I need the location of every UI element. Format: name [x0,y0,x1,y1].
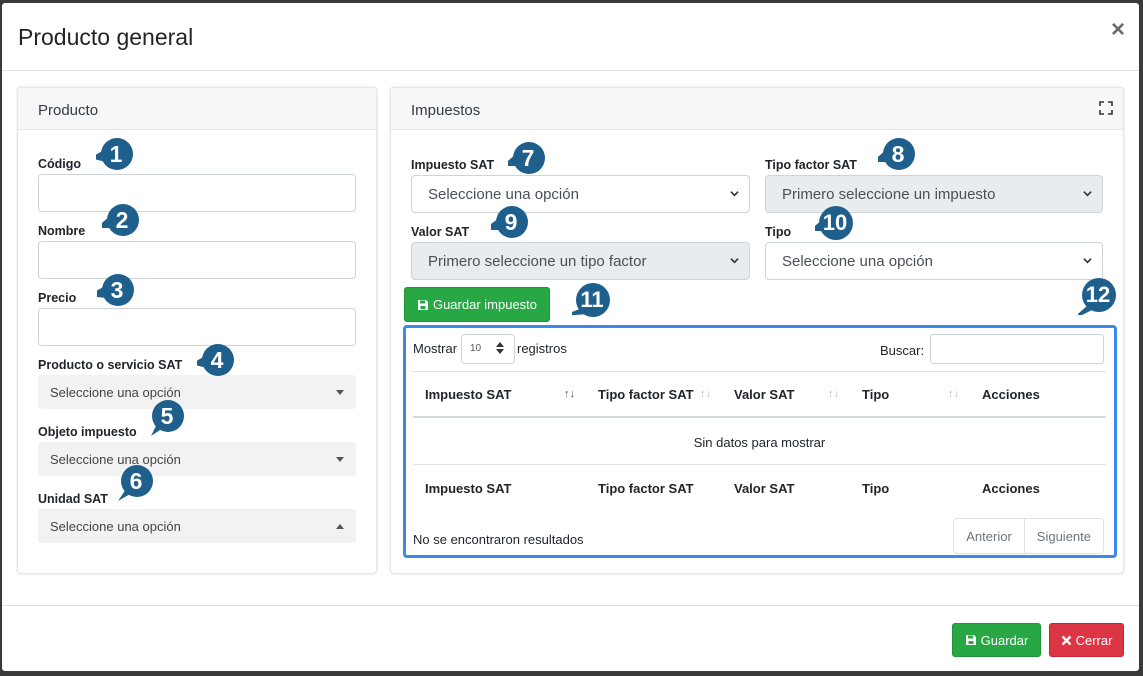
pagination: Anterior Siguiente [953,518,1104,554]
codigo-label: Código [38,157,82,171]
tf-valor-sat: Valor SAT [734,481,795,496]
valor-sat-value: Primero seleccione un tipo factor [428,253,647,270]
caret-down-icon [336,457,344,462]
unidad-sat-select[interactable]: Seleccione una opción [38,509,356,543]
callout-badge-8: 8 [878,134,918,174]
guardar-button[interactable]: Guardar [952,623,1041,657]
impuesto-sat-select[interactable]: Seleccione una opción [411,175,750,213]
divider [413,464,1106,465]
chevron-down-icon [730,258,739,264]
producto-servicio-select[interactable]: Seleccione una opción [38,375,356,409]
divider [413,371,1106,372]
nombre-input[interactable] [38,241,356,279]
tipo-value: Seleccione una opción [782,253,933,270]
save-icon [965,635,976,645]
codigo-input[interactable] [38,174,356,212]
tipo-label: Tipo [765,225,792,239]
buscar-label: Buscar: [880,343,925,358]
caret-down-icon [336,390,344,395]
impuestos-table: Mostrar 10 registros Buscar: Impuesto SA… [403,325,1117,558]
tf-acciones: Acciones [982,481,1040,496]
guardar-impuesto-label: Guardar impuesto [432,297,538,312]
tf-tipo-factor: Tipo factor SAT [598,481,694,496]
chevron-down-icon [1083,191,1092,197]
divider [413,416,1106,418]
precio-label: Precio [38,291,77,305]
callout-badge-9: 9 [491,202,531,242]
objeto-impuesto-value: Seleccione una opción [50,452,181,467]
unidad-sat-label: Unidad SAT [38,492,108,506]
callout-badge-6: 6 [116,461,156,501]
producto-card-header: Producto [18,88,376,130]
empty-message: Sin datos para mostrar [693,435,826,450]
sort-updown-icon [496,342,504,354]
sort-icon[interactable]: ↑↓ [948,388,959,400]
tipo-factor-select[interactable]: Primero seleccione un impuesto [765,175,1103,213]
th-tipo-factor[interactable]: Tipo factor SAT [598,387,694,402]
mostrar-label: Mostrar [413,341,458,356]
sort-asc-icon[interactable]: ↑↓ [564,388,575,400]
th-tipo[interactable]: Tipo [862,387,890,402]
th-acciones: Acciones [982,387,1040,402]
table-info: No se encontraron resultados [413,532,584,547]
tipo-factor-label: Tipo factor SAT [765,158,857,172]
producto-servicio-label: Producto o servicio SAT [38,358,183,372]
cerrar-label: Cerrar [1075,632,1113,648]
save-icon [417,299,428,310]
caret-up-icon [336,524,344,529]
impuesto-sat-value: Seleccione una opción [428,186,579,203]
page-size-select[interactable]: 10 [461,334,515,364]
tf-tipo: Tipo [862,481,890,496]
guardar-label: Guardar [980,632,1029,648]
valor-sat-select[interactable]: Primero seleccione un tipo factor [411,242,750,280]
modal-title: Producto general [18,24,194,50]
callout-badge-1: 1 [96,134,136,174]
sort-icon[interactable]: ↑↓ [828,388,839,400]
registros-label: registros [517,341,567,356]
impuestos-card: Impuestos Impuesto SAT Seleccione una op… [390,87,1124,574]
producto-servicio-value: Seleccione una opción [50,385,181,400]
tf-impuesto-sat: Impuesto SAT [425,481,512,496]
sort-icon[interactable]: ↑↓ [700,388,711,400]
modal-header: Producto general × [2,3,1139,71]
page-size-value: 10 [470,343,482,354]
chevron-down-icon [730,191,739,197]
precio-input[interactable] [38,308,356,346]
callout-badge-4: 4 [197,340,237,380]
callout-badge-2: 2 [102,200,142,240]
unidad-sat-value: Seleccione una opción [50,519,181,534]
cerrar-button[interactable]: Cerrar [1049,623,1124,657]
close-icon[interactable]: × [1110,16,1125,43]
callout-badge-11: 11 [572,280,612,320]
impuesto-sat-label: Impuesto SAT [411,158,495,172]
close-icon [1061,635,1071,645]
th-impuesto-sat[interactable]: Impuesto SAT [425,387,512,402]
guardar-impuesto-button[interactable]: Guardar impuesto [404,287,550,322]
callout-badge-10: 10 [815,203,855,243]
next-page-button[interactable]: Siguiente [1023,519,1103,553]
chevron-down-icon [1083,258,1092,264]
objeto-impuesto-label: Objeto impuesto [38,425,137,439]
prev-page-button[interactable]: Anterior [966,529,1012,544]
objeto-impuesto-select[interactable]: Seleccione una opción [38,442,356,476]
callout-badge-5: 5 [147,396,187,436]
valor-sat-label: Valor SAT [411,225,470,239]
callout-badge-7: 7 [508,138,548,178]
tipo-select[interactable]: Seleccione una opción [765,242,1103,280]
expand-icon[interactable] [1099,101,1113,115]
th-valor-sat[interactable]: Valor SAT [734,387,795,402]
impuestos-card-title: Impuestos [411,102,481,119]
search-input[interactable] [930,334,1104,364]
callout-badge-3: 3 [97,270,137,310]
nombre-label: Nombre [38,224,86,238]
producto-modal: Producto general × Producto Código Nombr… [2,3,1139,671]
tipo-factor-value: Primero seleccione un impuesto [782,186,996,203]
impuestos-card-header: Impuestos [391,88,1123,130]
footer-divider [2,605,1139,606]
callout-badge-12: 12 [1078,275,1118,315]
producto-card: Producto Código Nombre Precio Producto o… [17,87,377,574]
